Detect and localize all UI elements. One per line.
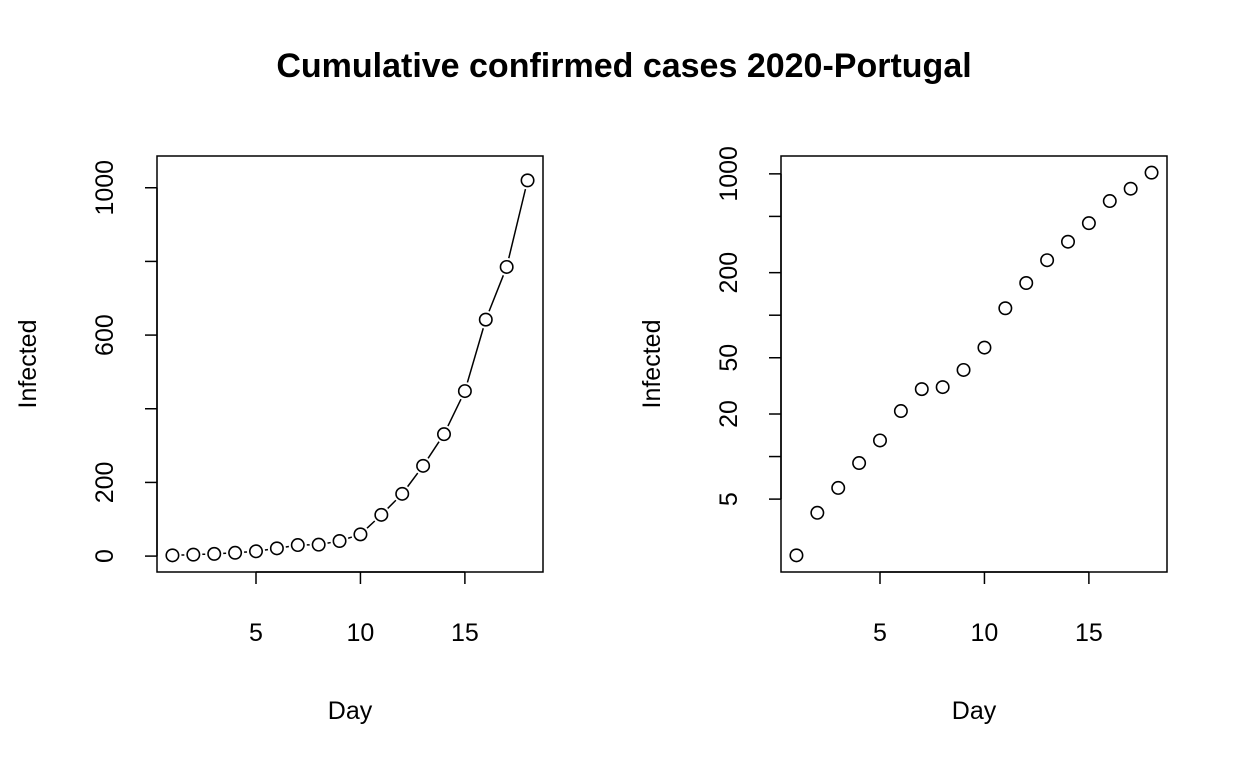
- x-tick-label: 5: [873, 619, 887, 647]
- series-line-segment: [367, 521, 375, 528]
- series-line-segment: [509, 189, 526, 258]
- data-point: [396, 488, 408, 500]
- data-point: [978, 341, 990, 353]
- data-point: [271, 542, 283, 554]
- data-point: [1062, 236, 1074, 248]
- x-tick-label: 10: [971, 619, 999, 647]
- series-line-segment: [328, 543, 331, 544]
- series-line-segment: [428, 442, 439, 459]
- y-tick-label: 1000: [715, 146, 743, 202]
- y-tick-label: 1000: [91, 160, 119, 216]
- y-axis-title: Infected: [638, 320, 666, 409]
- x-axis-title: Day: [328, 697, 373, 725]
- x-tick-label: 15: [1075, 619, 1103, 647]
- series-line-segment: [467, 328, 483, 382]
- y-tick-label: 5: [715, 492, 743, 506]
- data-point: [417, 460, 429, 472]
- data-point: [438, 428, 450, 440]
- data-point: [229, 547, 241, 559]
- y-tick-label: 50: [715, 344, 743, 372]
- data-point: [895, 405, 907, 417]
- data-point: [250, 545, 262, 557]
- data-point: [354, 528, 366, 540]
- data-point: [292, 539, 304, 551]
- data-point: [166, 549, 178, 561]
- x-tick-label: 5: [249, 619, 263, 647]
- data-point: [1020, 277, 1032, 289]
- y-axis-title: Infected: [14, 320, 42, 409]
- plot-frame: [157, 156, 543, 572]
- data-point: [1124, 183, 1136, 195]
- data-point: [874, 434, 886, 446]
- series-line-segment: [489, 275, 503, 311]
- data-point: [459, 385, 471, 397]
- data-point: [916, 383, 928, 395]
- y-tick-label: 600: [91, 314, 119, 356]
- linear-scale-panel: 5 10 15 0 200 600 1000 Day Infected: [14, 156, 543, 725]
- y-tick-label: 200: [715, 252, 743, 294]
- data-point: [1145, 166, 1157, 178]
- data-point: [333, 535, 345, 547]
- plot-frame: [781, 156, 1167, 572]
- data-point: [208, 548, 220, 560]
- y-tick-label: 0: [91, 549, 119, 563]
- data-point: [1041, 254, 1053, 266]
- log-scale-panel: 5 10 15 5 20 50 200 1000 Day Infected: [638, 146, 1167, 725]
- figure-title: Cumulative confirmed cases 2020-Portugal: [276, 47, 971, 85]
- data-point: [832, 482, 844, 494]
- series-line-segment: [348, 537, 352, 538]
- data-point: [790, 549, 802, 561]
- x-axis-title: Day: [952, 697, 997, 725]
- x-tick-label: 15: [451, 619, 479, 647]
- data-point: [957, 364, 969, 376]
- series-line-segment: [408, 473, 418, 487]
- data-point: [936, 381, 948, 393]
- y-tick-label: 20: [715, 400, 743, 428]
- series-line-segment: [388, 500, 396, 508]
- data-point: [521, 174, 533, 186]
- series-line-segment: [448, 399, 461, 426]
- y-tick-label: 200: [91, 462, 119, 504]
- data-point: [999, 302, 1011, 314]
- x-tick-label: 10: [347, 619, 375, 647]
- data-point: [853, 457, 865, 469]
- data-point: [811, 507, 823, 519]
- data-point: [375, 509, 387, 521]
- data-point: [187, 548, 199, 560]
- data-point: [500, 261, 512, 273]
- data-point: [1083, 217, 1095, 229]
- data-point: [480, 313, 492, 325]
- data-point: [312, 538, 324, 550]
- data-point: [1104, 195, 1116, 207]
